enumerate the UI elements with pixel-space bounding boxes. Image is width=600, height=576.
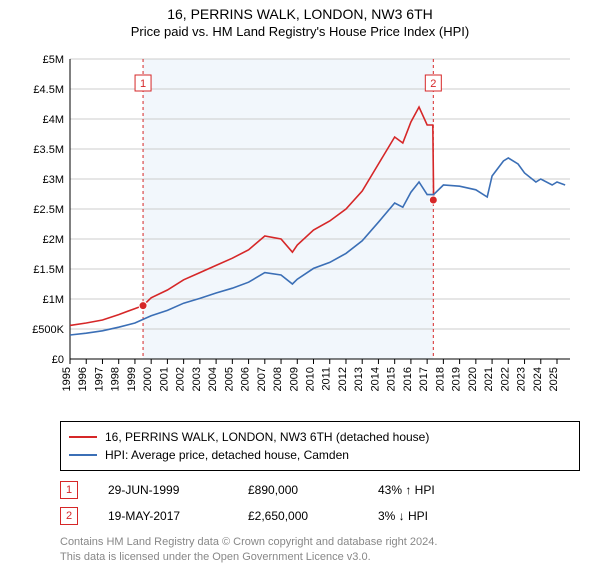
svg-text:2019: 2019 (451, 367, 463, 391)
svg-text:2008: 2008 (272, 367, 284, 391)
svg-text:2006: 2006 (240, 367, 252, 391)
svg-text:2015: 2015 (386, 367, 398, 391)
svg-text:2017: 2017 (418, 367, 430, 391)
sale-badge: 1 (60, 481, 78, 499)
svg-text:2021: 2021 (483, 367, 495, 391)
legend-swatch (69, 454, 97, 456)
svg-text:2020: 2020 (467, 367, 479, 391)
svg-text:1998: 1998 (110, 367, 122, 391)
svg-text:2009: 2009 (288, 367, 300, 391)
sale-price: £2,650,000 (248, 509, 348, 523)
sale-badge: 2 (60, 507, 78, 525)
svg-text:£1.5M: £1.5M (33, 264, 64, 276)
svg-text:2003: 2003 (191, 367, 203, 391)
svg-text:2022: 2022 (499, 367, 511, 391)
svg-text:2: 2 (430, 78, 436, 90)
chart-subtitle: Price paid vs. HM Land Registry's House … (0, 24, 600, 39)
svg-text:2016: 2016 (402, 367, 414, 391)
svg-text:2002: 2002 (175, 367, 187, 391)
chart-svg: £0 £500K £1M £1.5M £2M £2.5M £3M £3.5M £4M £4.5M £… (20, 49, 580, 409)
svg-text:2004: 2004 (207, 367, 219, 391)
legend-swatch (69, 436, 97, 438)
svg-text:£4.5M: £4.5M (33, 84, 64, 96)
footer-line1: Contains HM Land Registry data © Crown c… (60, 535, 580, 550)
svg-text:2023: 2023 (516, 367, 528, 391)
sale-delta: 43% ↑ HPI (378, 483, 468, 497)
svg-text:2001: 2001 (158, 367, 170, 391)
svg-text:2018: 2018 (434, 367, 446, 391)
svg-text:2012: 2012 (337, 367, 349, 391)
svg-text:2000: 2000 (142, 367, 154, 391)
svg-text:£3M: £3M (43, 174, 64, 186)
svg-text:£500K: £500K (32, 324, 64, 336)
chart-title: 16, PERRINS WALK, LONDON, NW3 6TH (0, 6, 600, 22)
svg-text:£3.5M: £3.5M (33, 144, 64, 156)
svg-text:1999: 1999 (126, 367, 138, 391)
sale-delta: 3% ↓ HPI (378, 509, 468, 523)
sale-row: 2 19-MAY-2017 £2,650,000 3% ↓ HPI (60, 503, 580, 529)
sale-date: 19-MAY-2017 (108, 509, 218, 523)
sales-table: 1 29-JUN-1999 £890,000 43% ↑ HPI 2 19-MAY-201… (60, 477, 580, 529)
footer-attribution: Contains HM Land Registry data © Crown c… (60, 535, 580, 566)
svg-text:1997: 1997 (93, 367, 105, 391)
svg-text:2025: 2025 (548, 367, 560, 391)
svg-text:£2.5M: £2.5M (33, 204, 64, 216)
legend-label: 16, PERRINS WALK, LONDON, NW3 6TH (detac… (105, 430, 429, 444)
chart-area: £0 £500K £1M £1.5M £2M £2.5M £3M £3.5M £4M £4.5M £… (20, 49, 580, 409)
svg-text:£4M: £4M (43, 114, 64, 126)
svg-text:£5M: £5M (43, 54, 64, 66)
svg-text:2013: 2013 (353, 367, 365, 391)
svg-text:£2M: £2M (43, 234, 64, 246)
legend-row: HPI: Average price, detached house, Camd… (69, 446, 571, 464)
svg-text:2005: 2005 (223, 367, 235, 391)
legend-row: 16, PERRINS WALK, LONDON, NW3 6TH (detac… (69, 428, 571, 446)
svg-text:2010: 2010 (305, 367, 317, 391)
svg-text:1996: 1996 (77, 367, 89, 391)
footer-line2: This data is licensed under the Open Gov… (60, 550, 580, 565)
legend-label: HPI: Average price, detached house, Camd… (105, 448, 349, 462)
sale-date: 29-JUN-1999 (108, 483, 218, 497)
svg-text:1995: 1995 (61, 367, 73, 391)
sale-row: 1 29-JUN-1999 £890,000 43% ↑ HPI (60, 477, 580, 503)
legend: 16, PERRINS WALK, LONDON, NW3 6TH (detac… (60, 421, 580, 471)
svg-text:2014: 2014 (369, 367, 381, 391)
svg-text:2007: 2007 (256, 367, 268, 391)
svg-text:2024: 2024 (532, 367, 544, 391)
svg-text:£1M: £1M (43, 294, 64, 306)
svg-text:2011: 2011 (321, 367, 333, 391)
svg-text:£0: £0 (52, 354, 64, 366)
svg-text:1: 1 (140, 78, 146, 90)
sale-price: £890,000 (248, 483, 348, 497)
